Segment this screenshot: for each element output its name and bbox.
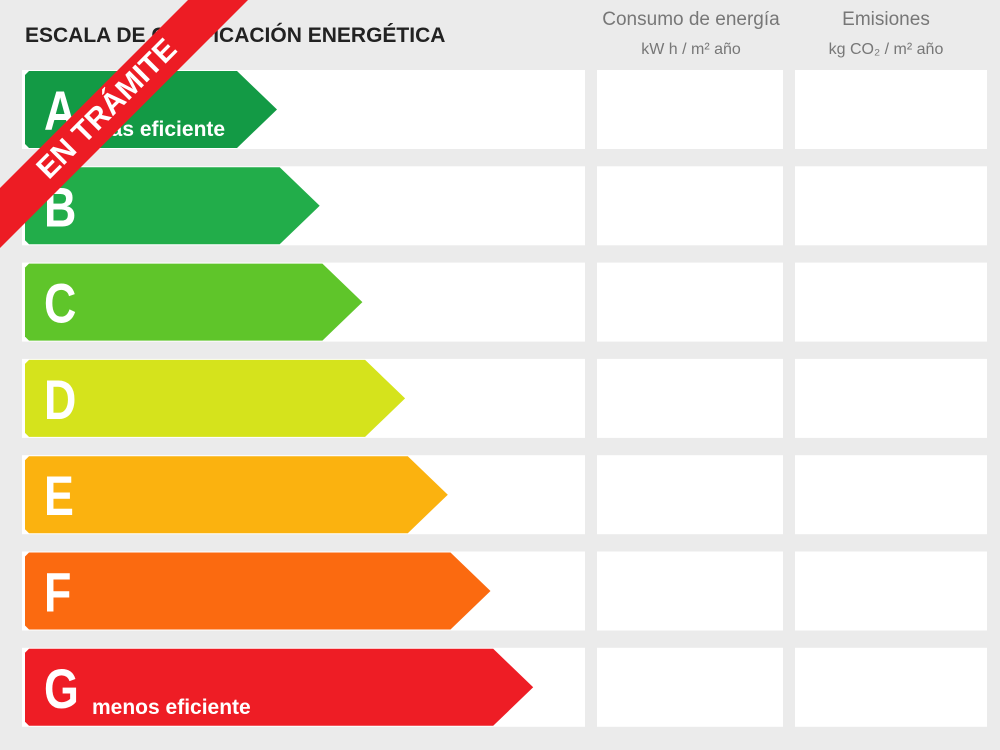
- consumption-cell: [597, 455, 783, 535]
- consumption-cell: [597, 70, 783, 149]
- column-title: Emisiones: [842, 9, 930, 30]
- rating-arrow: [25, 552, 491, 630]
- emission-cell: [795, 551, 987, 631]
- banner-band: [0, 0, 248, 248]
- rating-arrow: [25, 167, 320, 245]
- rating-arrow: [25, 263, 363, 341]
- emission-cell: [795, 455, 987, 535]
- emission-cell: [795, 166, 987, 246]
- title: ESCALA DE CALIFICACIÓN ENERGÉTICA: [25, 23, 445, 47]
- consumption-cell: [597, 358, 783, 438]
- rating-letter: F: [44, 561, 71, 624]
- consumption-cell: [597, 551, 783, 631]
- consumption-cell: [597, 647, 783, 727]
- rating-label: más eficiente: [92, 118, 225, 141]
- emission-cell: [795, 262, 987, 342]
- column-title: Consumo de energía: [602, 9, 780, 30]
- emission-cell: [795, 358, 987, 438]
- rating-label: menos eficiente: [92, 696, 251, 719]
- rating-arrow: [25, 456, 448, 534]
- consumption-cell: [597, 166, 783, 246]
- rating-arrow: [25, 648, 534, 726]
- column-unit: kW h / m² año: [641, 41, 741, 58]
- rating-letter: G: [44, 657, 79, 720]
- column-unit: kg CO₂ / m² año: [829, 41, 944, 58]
- emission-cell: [795, 647, 987, 727]
- rating-letter: C: [44, 272, 76, 335]
- emission-cell: [795, 70, 987, 149]
- rating-arrow: [25, 359, 406, 437]
- rating-letter: E: [44, 464, 74, 527]
- consumption-cell: [597, 262, 783, 342]
- rating-letter: D: [44, 368, 76, 431]
